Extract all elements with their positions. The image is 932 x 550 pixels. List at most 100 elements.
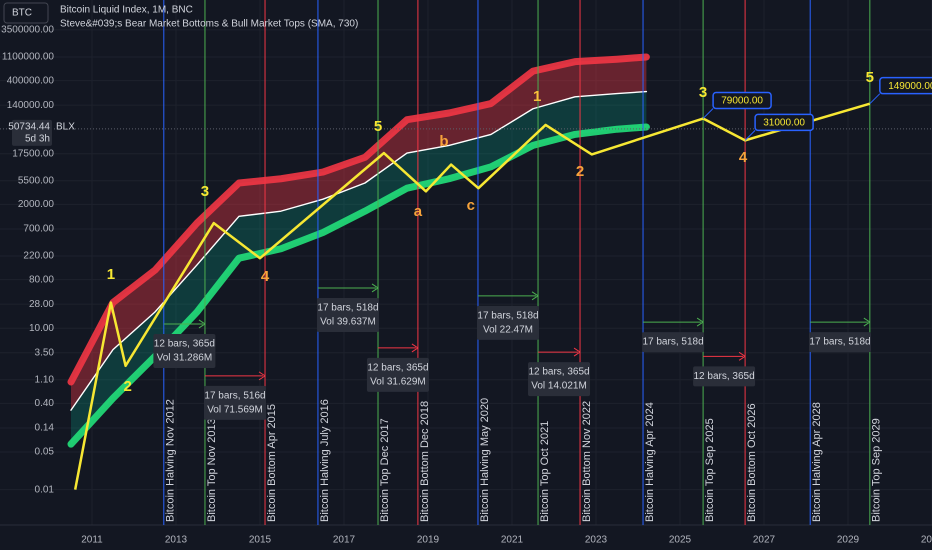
event-label: Bitcoin Top Nov 2013 (206, 418, 218, 522)
measure-text: 12 bars, 365d (367, 363, 428, 374)
y-tick-label: 700.00 (23, 224, 54, 235)
x-tick-label: 2011 (81, 535, 103, 546)
x-tick-label: 2023 (585, 535, 608, 546)
measure-box (809, 332, 872, 353)
y-tick-label: 3.50 (35, 347, 55, 358)
measure-text: 12 bars, 365d (528, 367, 589, 378)
wave-label: 4 (739, 149, 748, 166)
target-pointer (869, 93, 881, 105)
header: BTC Bitcoin Liquid Index, 1M, BNC Steve&… (3, 2, 358, 30)
arrow-head (696, 317, 704, 327)
y-tick-label: 220.00 (23, 251, 54, 262)
band-fill (70, 91, 647, 445)
measure-text: Vol 31.286M (157, 353, 213, 364)
wave-label: 3 (201, 183, 209, 200)
wave-label: 4 (261, 268, 270, 285)
wave-label: 5 (374, 118, 382, 135)
last-price-box (12, 119, 52, 146)
symbol-box[interactable] (3, 2, 49, 24)
wave-label: b (439, 133, 448, 150)
y-tick-label: 0.01 (35, 484, 55, 495)
event-label: Bitcoin Halving Apr 2028 (811, 402, 823, 522)
event-label: Bitcoin Halving May 2020 (479, 398, 491, 522)
y-tick-label: 5500.00 (18, 175, 55, 186)
x-tick-label: 2019 (417, 535, 440, 546)
measure-text: 12 bars, 365d (154, 339, 215, 350)
overlay: 3500000.001100000.00400000.00140000.0017… (0, 25, 932, 546)
wave-label: 5 (866, 69, 874, 86)
event-label: Bitcoin Halving Apr 2024 (644, 402, 656, 522)
chart-title: Bitcoin Liquid Index, 1M, BNC (60, 5, 193, 16)
y-tick-label: 80.00 (29, 274, 54, 285)
event-label: Bitcoin Bottom Nov 2022 (581, 401, 593, 522)
event-label: Bitcoin Top Dec 2017 (379, 418, 391, 522)
symbol-tag: BLX (56, 122, 75, 133)
x-tick-label: 2017 (333, 535, 356, 546)
indicator-name: Steve&#039;s Bear Market Bottoms & Bull … (60, 19, 358, 30)
measure-text: 17 bars, 518d (317, 303, 378, 314)
grid (0, 0, 932, 526)
arrow-head (198, 319, 206, 329)
measure-text: 17 bars, 518d (809, 337, 870, 348)
event-label: Bitcoin Bottom Apr 2015 (266, 404, 278, 522)
y-tick-label: 2000.00 (18, 199, 55, 210)
wave-label: 1 (107, 266, 115, 283)
arrow-head (863, 317, 871, 327)
y-tick-label: 17500.00 (12, 148, 54, 159)
target-box (712, 91, 772, 110)
last-price-label: 50734.44 (8, 122, 50, 133)
measure-text: Vol 71.569M (207, 405, 263, 416)
event-label: Bitcoin Top Sep 2025 (704, 418, 716, 522)
event-label: Bitcoin Top Sep 2029 (871, 418, 883, 522)
event-label: Bitcoin Bottom Oct 2026 (746, 403, 758, 522)
arrow-head (258, 371, 266, 381)
measure-text: Vol 22.47M (483, 324, 533, 335)
target-pointer (744, 130, 756, 141)
measure-box (366, 357, 429, 392)
band-line (67, 53, 650, 386)
measure-text: Vol 31.629M (370, 377, 426, 388)
y-tick-label: 140000.00 (7, 100, 55, 111)
measure-box (477, 305, 540, 340)
measure-text: 17 bars, 518d (642, 337, 703, 348)
x-tick-label: 2031 (921, 535, 932, 546)
target-box (754, 113, 814, 132)
wave-label: 2 (124, 378, 132, 395)
measure-box (528, 362, 591, 397)
y-tick-label: 10.00 (29, 323, 54, 334)
measure-text: Vol 14.021M (531, 381, 587, 392)
event-label: Bitcoin Top Oct 2021 (539, 421, 551, 522)
target-pointer (702, 108, 714, 119)
arrow-head (411, 343, 419, 353)
measure-box (153, 333, 216, 368)
measure-box (203, 385, 266, 420)
band-fill (70, 56, 647, 411)
y-tick-label: 28.00 (29, 299, 54, 310)
measure-text: 17 bars, 518d (477, 310, 538, 321)
symbol[interactable]: BTC (12, 8, 32, 19)
y-tick-label: 400000.00 (7, 75, 55, 86)
target-label: 79000.00 (721, 96, 763, 107)
arrow-head (738, 351, 746, 361)
wave-label: a (414, 203, 423, 220)
measure-box (693, 366, 756, 387)
measure-text: 17 bars, 516d (204, 391, 265, 402)
events: Bitcoin Halving Nov 2012 Bitcoin Top Nov … (163, 0, 883, 525)
x-tick-label: 2013 (165, 535, 188, 546)
y-tick-label: 3500000.00 (1, 25, 54, 36)
measure-box (316, 297, 379, 332)
wave-line (73, 102, 871, 490)
x-tick-label: 2025 (669, 535, 692, 546)
measure-text: Vol 39.637M (320, 317, 376, 328)
y-tick-label: 0.05 (35, 447, 55, 458)
x-tick-label: 2015 (249, 535, 272, 546)
event-label: Bitcoin Bottom Dec 2018 (419, 401, 431, 522)
event-label: Bitcoin Halving Nov 2012 (165, 399, 177, 522)
y-tick-label: 1100000.00 (2, 52, 55, 63)
arrow-head (371, 283, 379, 293)
y-tick-label: 1.10 (35, 374, 55, 385)
arrow-head (531, 291, 539, 301)
x-tick-label: 2029 (837, 535, 860, 546)
